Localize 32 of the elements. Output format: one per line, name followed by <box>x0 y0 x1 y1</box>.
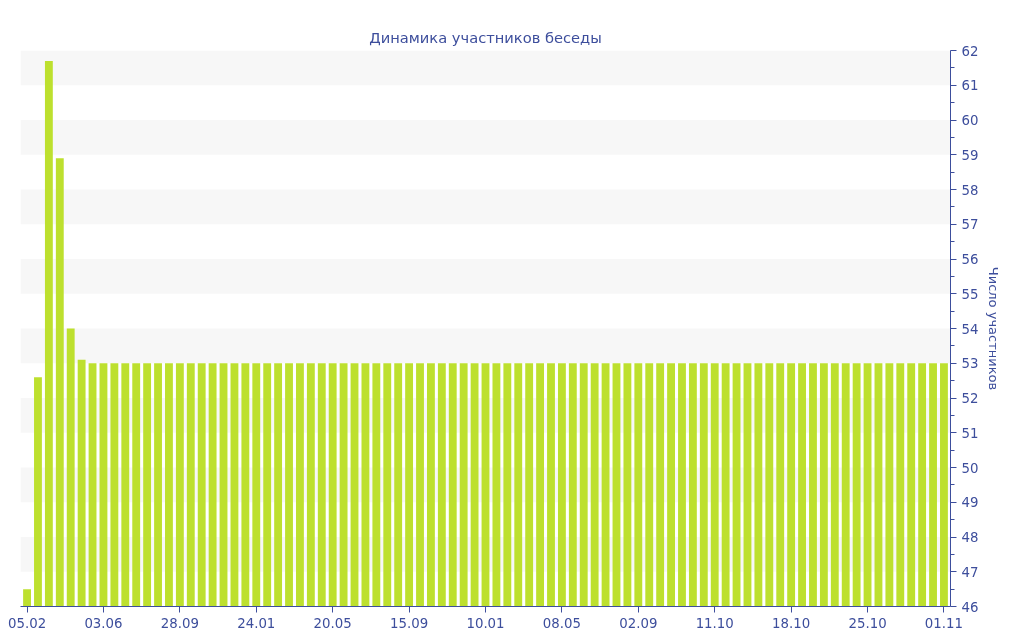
x-tick-label: 15.09 <box>390 615 429 631</box>
x-tick-label: 08.05 <box>542 615 581 631</box>
x-tick-label: 01.11 <box>924 615 964 631</box>
x-tick-label: 28.09 <box>160 615 199 631</box>
x-tick-label: 24.01 <box>237 615 276 631</box>
y-tick-label: 52 <box>961 391 979 406</box>
y-tick-label: 62 <box>961 43 979 59</box>
y-tick-label: 51 <box>961 425 979 441</box>
y-tick-label: 56 <box>961 252 979 267</box>
x-tick-label: 02.09 <box>619 615 658 631</box>
y-tick-label: 60 <box>961 113 979 128</box>
y-tick-label: 57 <box>961 217 979 233</box>
x-tick-label: 05.02 <box>7 615 47 631</box>
x-tick-label: 18.10 <box>772 615 811 631</box>
y-tick-label: 48 <box>961 530 979 545</box>
y-tick-label: 54 <box>961 321 979 337</box>
y-tick-label: 50 <box>961 460 979 476</box>
y-tick-label: 55 <box>961 286 979 302</box>
x-tick-label: 20.05 <box>313 615 352 631</box>
y-tick-label: 49 <box>961 495 979 511</box>
y-tick-label: 46 <box>961 599 979 615</box>
x-tick-label: 25.10 <box>848 615 887 631</box>
y-tick-label: 53 <box>961 356 979 372</box>
y-tick-label: 58 <box>961 182 979 198</box>
y-axis-title: Число участников <box>986 266 1002 391</box>
chart-title: Динамика участников беседы <box>369 28 602 46</box>
x-tick-label: 11.10 <box>695 615 734 631</box>
x-tick-label: 03.06 <box>84 615 123 631</box>
y-tick-label: 61 <box>961 78 979 94</box>
x-tick-label: 10.01 <box>466 615 505 631</box>
y-tick-label: 59 <box>961 147 979 163</box>
y-tick-label: 47 <box>961 564 979 580</box>
